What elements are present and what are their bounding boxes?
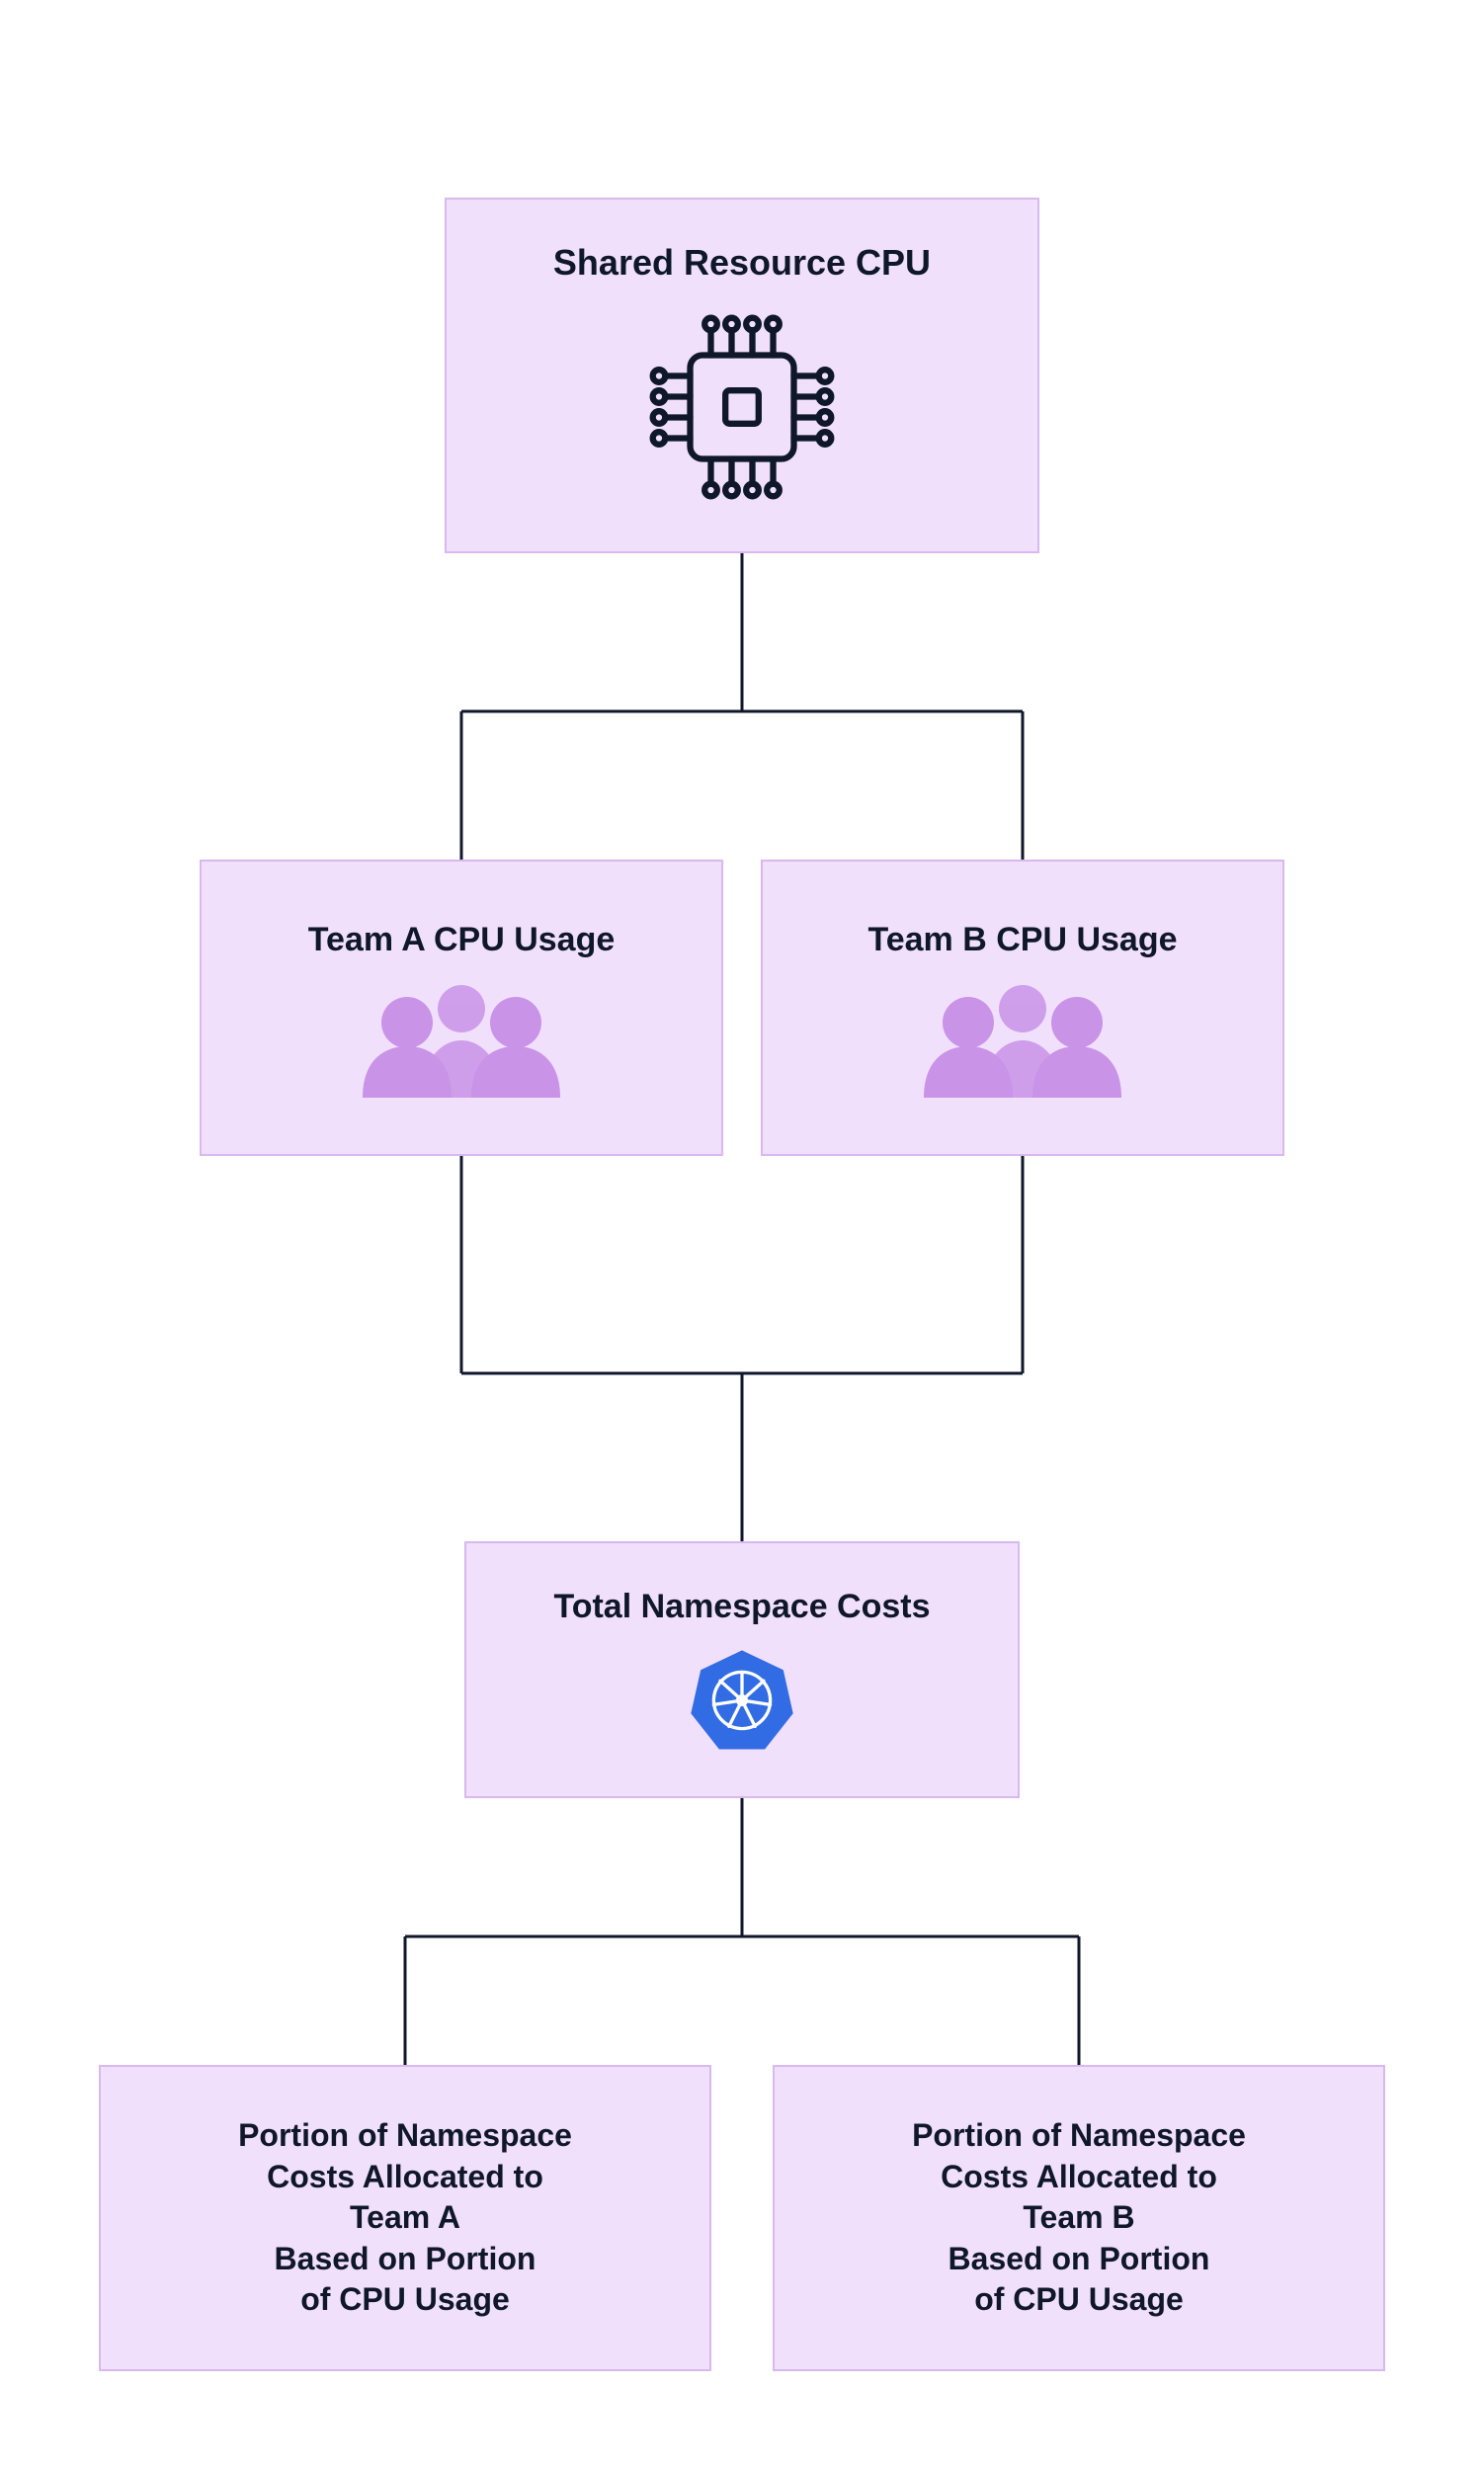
node-title: Portion of Namespace Costs Allocated to … bbox=[238, 2115, 572, 2321]
node-team-b: Team B CPU Usage bbox=[761, 860, 1284, 1156]
team-icon bbox=[353, 979, 570, 1098]
node-total-namespace: Total Namespace Costs bbox=[464, 1541, 1020, 1798]
node-title: Shared Resource CPU bbox=[553, 240, 931, 287]
node-portion-b: Portion of Namespace Costs Allocated to … bbox=[773, 2065, 1385, 2371]
node-title: Team B CPU Usage bbox=[867, 918, 1177, 961]
node-title: Total Namespace Costs bbox=[553, 1585, 930, 1628]
kubernetes-icon bbox=[688, 1646, 796, 1755]
cpu-icon bbox=[638, 303, 846, 511]
node-title: Portion of Namespace Costs Allocated to … bbox=[912, 2115, 1246, 2321]
node-shared-cpu: Shared Resource CPU bbox=[445, 198, 1039, 553]
team-icon bbox=[914, 979, 1131, 1098]
node-title: Team A CPU Usage bbox=[308, 918, 616, 961]
node-team-a: Team A CPU Usage bbox=[200, 860, 723, 1156]
node-portion-a: Portion of Namespace Costs Allocated to … bbox=[99, 2065, 711, 2371]
